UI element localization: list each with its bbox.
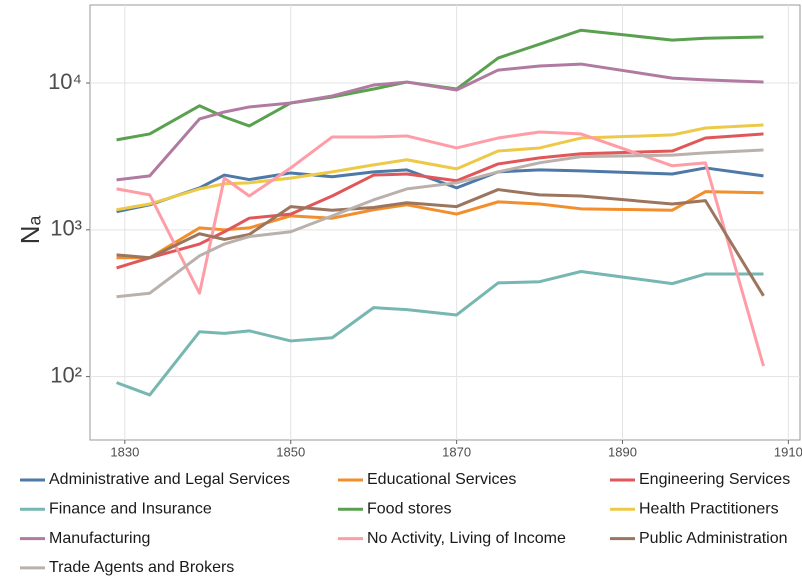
- legend-label: Trade Agents and Brokers: [49, 559, 234, 576]
- series-line: [116, 148, 764, 299]
- series-line: [116, 123, 764, 212]
- series-line: [116, 62, 764, 182]
- legend-label: Manufacturing: [49, 530, 150, 547]
- legend: Administrative and Legal Services Educati…: [20, 471, 790, 576]
- legend-label: Public Administration: [639, 530, 788, 547]
- grid: 1830 1850 1870 1890 1910 10² 10³ 10⁴: [48, 5, 802, 459]
- x-tick-label: 1910: [774, 444, 802, 459]
- plot-panel: [89, 4, 801, 441]
- series-line: [116, 188, 765, 297]
- series-line: [116, 28, 764, 142]
- y-tick-label: 10²: [50, 362, 82, 387]
- y-tick-label: 10⁴: [48, 69, 82, 94]
- legend-label: Educational Services: [367, 471, 516, 488]
- x-tick-label: 1830: [110, 444, 139, 459]
- legend-label: Health Practitioners: [639, 501, 779, 518]
- lines: [116, 28, 765, 397]
- x-tick-label: 1850: [276, 444, 305, 459]
- y-tick-label: 10³: [50, 216, 82, 241]
- series-line: [116, 270, 764, 397]
- legend-label: Engineering Services: [639, 471, 790, 488]
- legend-label: No Activity, Living of Income: [367, 530, 566, 547]
- legend-label: Finance and Insurance: [49, 501, 212, 518]
- y-axis-title: Nₐ: [15, 215, 45, 244]
- legend-label: Food stores: [367, 501, 451, 518]
- x-tick-label: 1870: [442, 444, 471, 459]
- series-line: [116, 166, 764, 214]
- x-tick-label: 1890: [608, 444, 637, 459]
- legend-label: Administrative and Legal Services: [49, 471, 290, 488]
